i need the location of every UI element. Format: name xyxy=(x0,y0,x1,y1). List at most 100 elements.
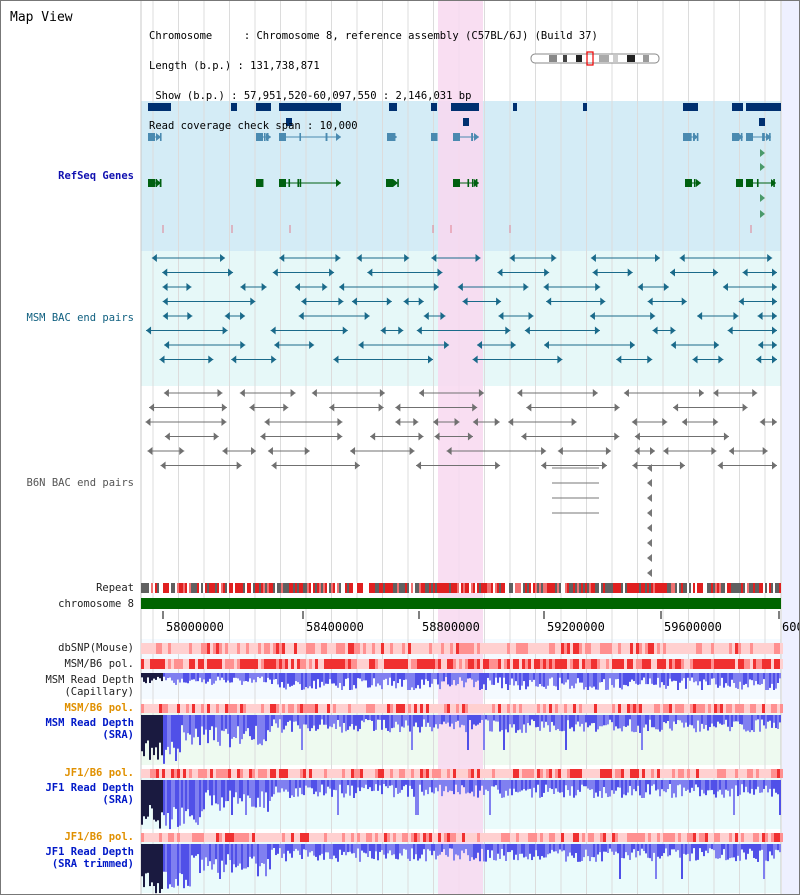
chromosome-info: Chromosome : Chromosome 8, reference ass… xyxy=(149,30,598,42)
depth-bar xyxy=(505,780,507,791)
depth-bar xyxy=(297,673,299,683)
heat-cell xyxy=(333,704,336,713)
depth-bar xyxy=(513,780,515,789)
repeat-segment xyxy=(595,583,597,593)
heat-cell xyxy=(720,643,723,654)
heat-cell xyxy=(468,659,471,669)
depth-bar xyxy=(345,715,347,732)
bac-end xyxy=(663,283,669,291)
bac-end xyxy=(162,268,168,277)
depth-bar xyxy=(745,715,747,732)
depth-bar xyxy=(621,715,623,732)
bac-end xyxy=(151,254,157,262)
gene-exon xyxy=(471,133,473,141)
repeat-segment xyxy=(273,583,275,593)
bac-end xyxy=(772,418,777,426)
heat-cell xyxy=(675,643,678,654)
depth-bar xyxy=(219,673,221,681)
gene-exon xyxy=(391,179,393,187)
heat-cell xyxy=(402,833,405,842)
heat-cell xyxy=(333,769,336,778)
heat-cell xyxy=(168,659,171,669)
heat-cell xyxy=(282,659,285,669)
depth-bar xyxy=(511,844,513,851)
depth-bar xyxy=(277,673,279,685)
heat-cell xyxy=(579,833,582,842)
heat-cell xyxy=(522,704,525,713)
depth-bar xyxy=(141,673,143,678)
heat-cell xyxy=(771,769,774,778)
heat-cell xyxy=(516,704,519,713)
depth-bar xyxy=(577,715,579,722)
heat-cell xyxy=(177,833,180,842)
depth-bar xyxy=(653,673,655,685)
heat-cell xyxy=(555,704,558,713)
bac-end xyxy=(213,432,219,441)
heat-cell xyxy=(570,769,573,778)
heat-cell xyxy=(600,769,603,778)
depth-bar xyxy=(731,673,733,680)
depth-bar xyxy=(561,673,563,684)
depth-bar xyxy=(545,715,547,722)
repeat-segment xyxy=(361,583,363,593)
heat-cell xyxy=(762,643,765,654)
bac-end xyxy=(418,389,424,397)
depth-bar xyxy=(559,673,561,678)
depth-bar xyxy=(541,715,543,722)
repeat-segment xyxy=(357,583,359,593)
heat-cell xyxy=(615,769,618,778)
bac-end xyxy=(364,312,370,320)
depth-bar xyxy=(565,780,567,786)
depth-bar xyxy=(169,844,171,885)
heat-cell xyxy=(423,833,426,842)
depth-bar xyxy=(149,673,151,683)
repeat-segment xyxy=(213,583,215,593)
depth-bar xyxy=(189,673,191,681)
repeat-segment xyxy=(677,583,679,593)
depth-bar xyxy=(489,673,491,681)
repeat-segment xyxy=(643,583,645,593)
depth-bar xyxy=(377,844,379,861)
gene-exon xyxy=(299,133,302,141)
heat-cell xyxy=(525,643,528,654)
heat-cell xyxy=(456,643,459,654)
gene-arrow xyxy=(393,179,398,187)
heat-cell xyxy=(360,769,363,778)
heat-cell xyxy=(213,833,216,842)
heat-cell xyxy=(207,769,210,778)
repeat-segment xyxy=(747,583,749,593)
depth-bar xyxy=(621,673,623,690)
depth-bar xyxy=(273,780,275,795)
bac-end xyxy=(752,389,758,397)
track-label-msm-bac[interactable]: MSM BAC end pairs xyxy=(26,312,134,324)
gene-exon xyxy=(454,133,457,141)
repeat-segment xyxy=(337,583,339,593)
depth-bar xyxy=(551,844,553,850)
repeat-segment xyxy=(479,583,481,593)
heat-cell xyxy=(543,833,546,842)
depth-bar xyxy=(289,844,291,854)
depth-bar xyxy=(649,780,651,795)
depth-bar xyxy=(325,844,327,853)
heat-cell xyxy=(321,704,324,713)
heat-cell xyxy=(399,659,402,669)
depth-bar xyxy=(761,780,763,793)
track-label-b6n-bac[interactable]: B6N BAC end pairs xyxy=(26,477,134,489)
bac-end xyxy=(544,341,550,349)
heat-cell xyxy=(696,643,699,654)
depth-bar xyxy=(353,844,355,854)
depth-bar xyxy=(643,673,645,678)
heat-cell xyxy=(231,659,234,669)
depth-bar xyxy=(363,780,365,789)
heat-cell xyxy=(549,659,552,669)
track-label-refseq[interactable]: RefSeq Genes xyxy=(58,170,134,182)
depth-bar xyxy=(473,673,475,688)
heat-cell xyxy=(357,643,360,654)
depth-bar xyxy=(441,844,443,852)
depth-bar xyxy=(727,715,729,727)
depth-bar xyxy=(161,715,163,756)
heat-cell xyxy=(618,643,621,654)
depth-bar xyxy=(145,780,147,819)
